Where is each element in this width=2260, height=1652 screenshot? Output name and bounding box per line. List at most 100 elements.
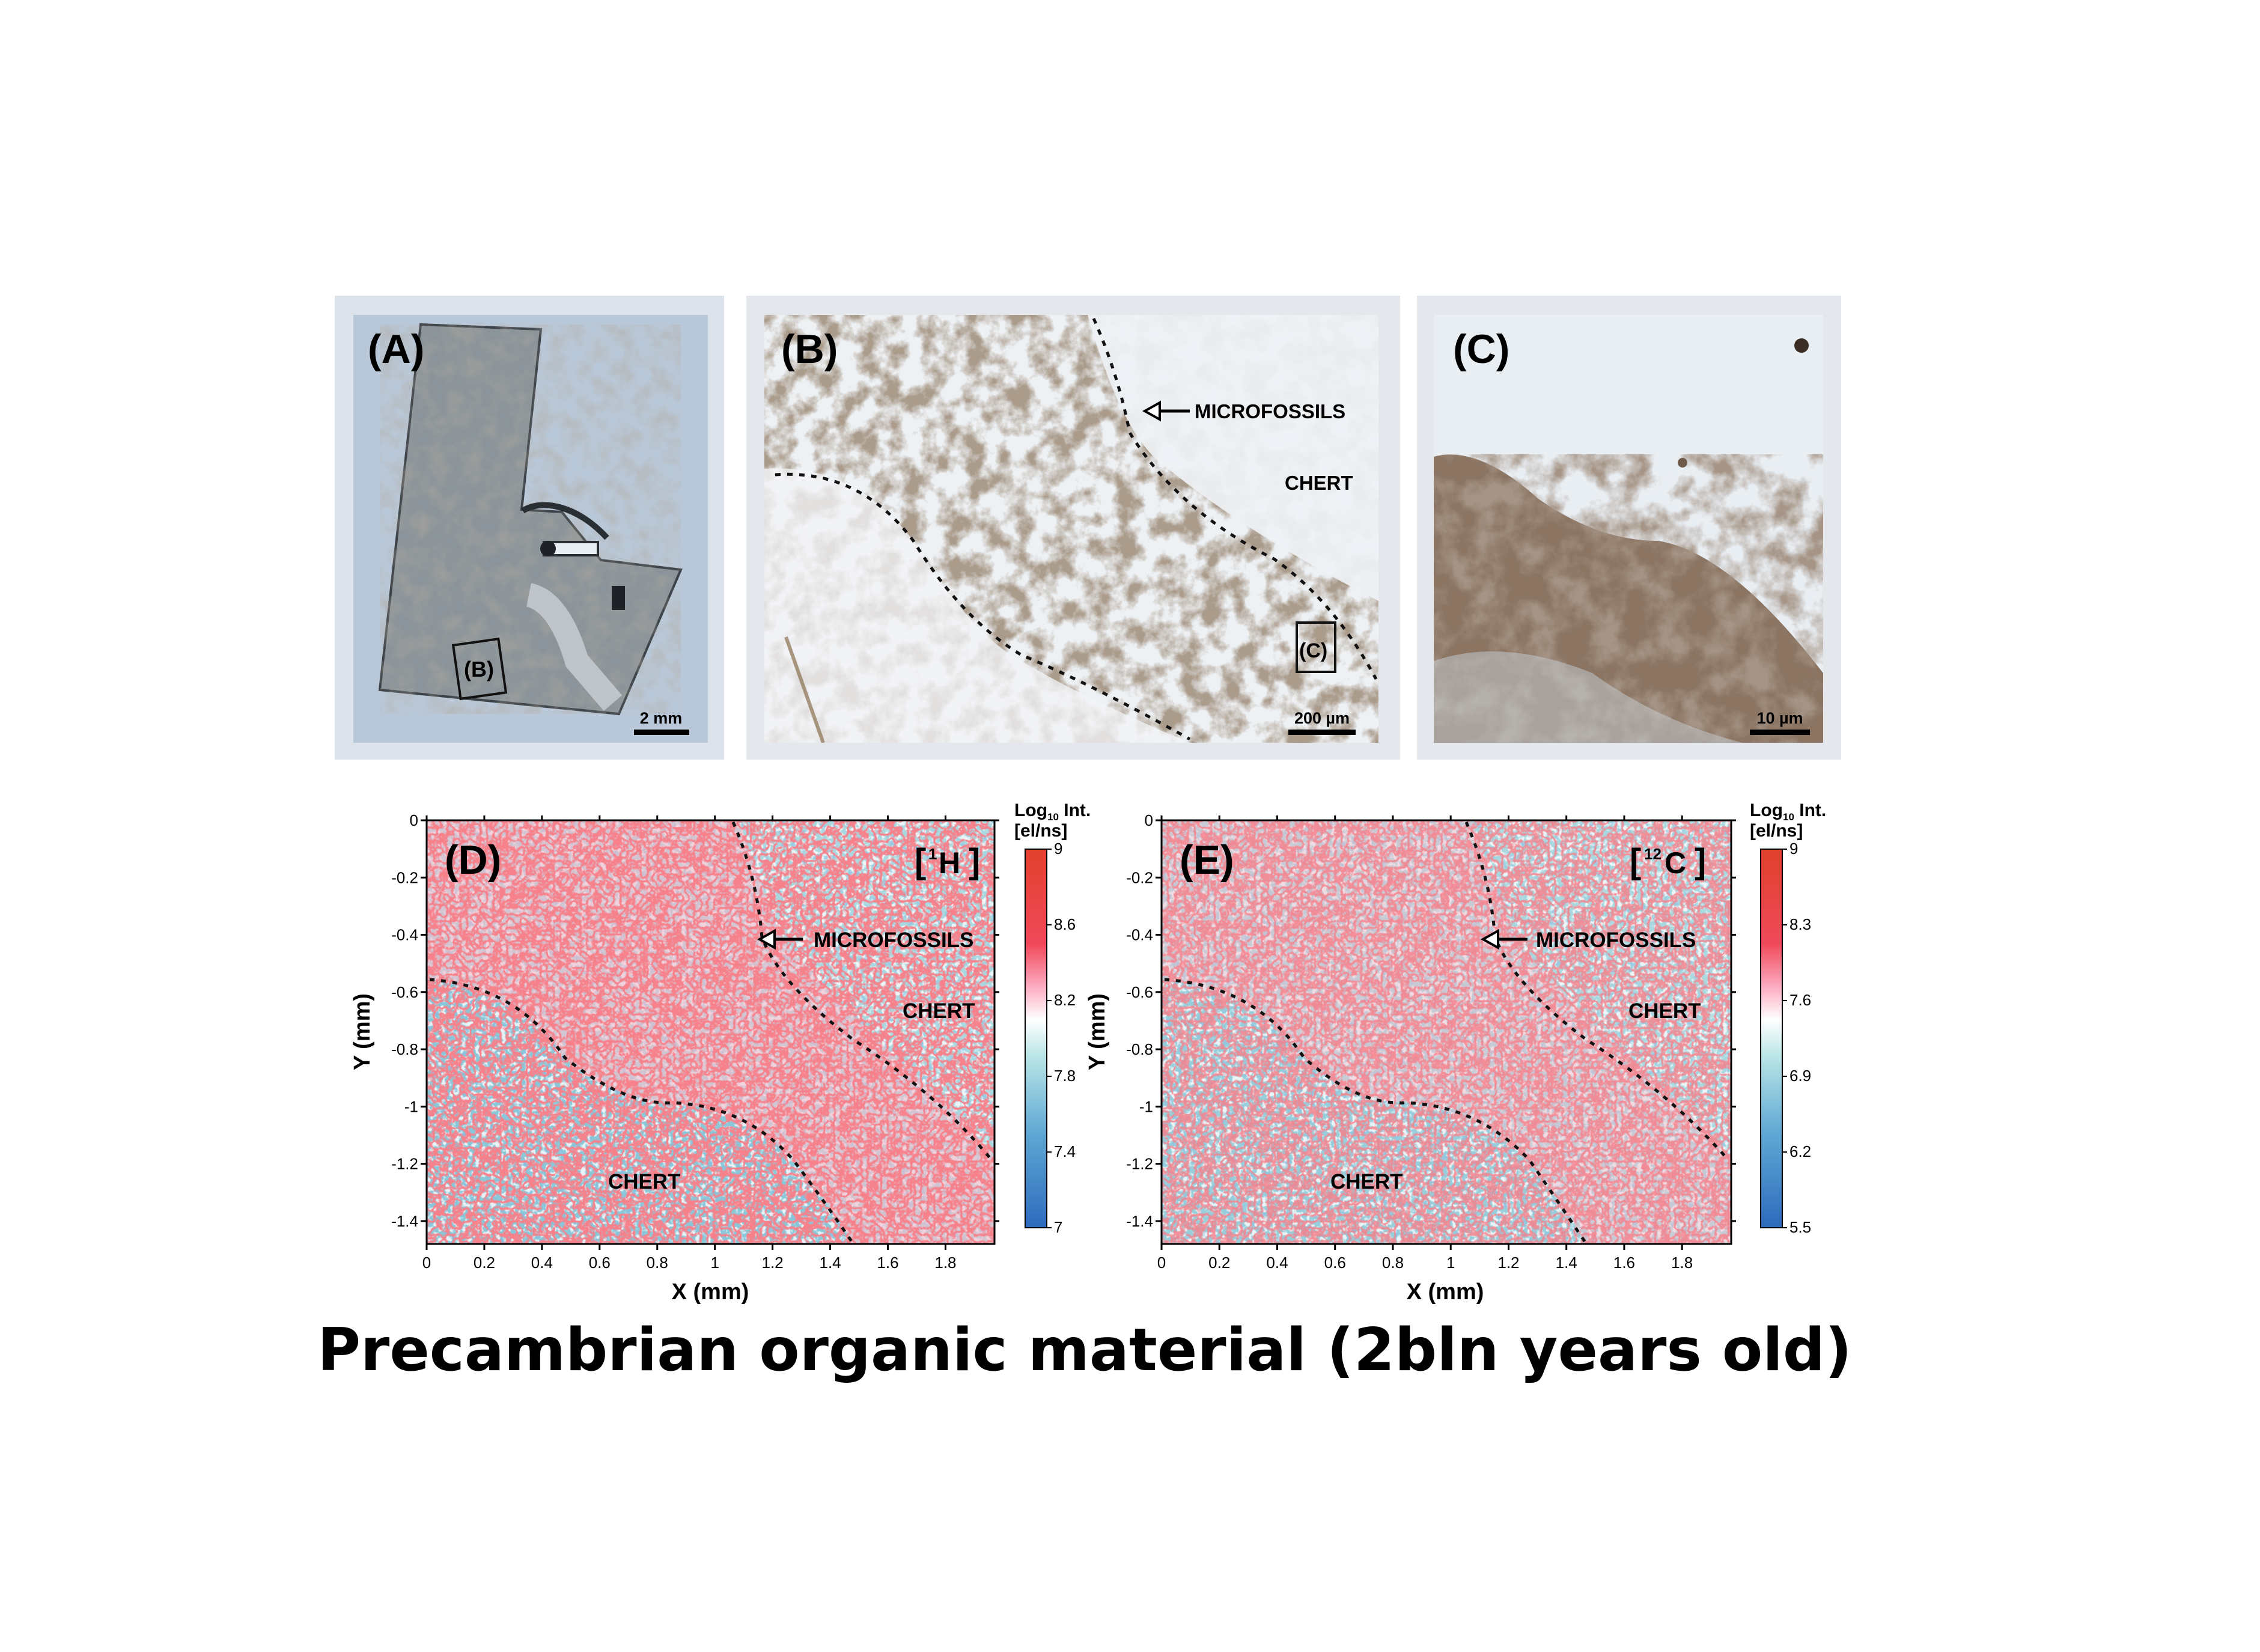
map-e-region-lower: CHERT (1330, 1170, 1403, 1193)
colorbar-e-units: [el/ns] (1750, 821, 1803, 841)
sims-map-e: 0 0.2 0.4 0.6 0.8 1 1.2 1.4 1.6 1.8 0 -0.2 -0.4 -0.6 -… (1085, 800, 1826, 1305)
map-d-ylabel: Y (mm) (350, 993, 375, 1070)
x-tick-label: 1.6 (877, 1254, 898, 1272)
map-e-isotope-bracket-open: [ (1630, 842, 1641, 881)
colorbar-tick-label: 6.9 (1789, 1067, 1811, 1085)
x-tick-label: 1.2 (1497, 1254, 1519, 1272)
scale-bar-c (1750, 730, 1810, 735)
y-tick-label: 0 (410, 811, 418, 829)
scale-bar-a-label: 2 mm (640, 709, 683, 727)
axes-d: 0 0.2 0.4 0.6 0.8 1 1.2 1.4 1.6 1.8 0 -0.2 -0.4 -0.6 -… (391, 811, 999, 1272)
y-tick-label: -0.4 (391, 926, 418, 944)
footer-caption: Precambrian organic material (2bln years… (317, 1316, 1852, 1385)
map-d-region-upper: CHERT (903, 999, 975, 1023)
inset-box-c (1296, 621, 1336, 673)
colorbar-tick-label: 7.4 (1054, 1142, 1076, 1160)
colorbar-tick-label: 9 (1054, 840, 1062, 858)
y-tick-label: -0.8 (391, 1040, 418, 1058)
x-tick-label: 0 (422, 1254, 431, 1272)
y-tick-label: -0.6 (1126, 983, 1153, 1001)
sims-map-d: 0 0.2 0.4 0.6 0.8 1 1.2 1.4 1.6 1.8 0 -0.2 -0.4 -0.6 -… (350, 800, 1091, 1305)
arrow-icon (757, 928, 803, 950)
photo-a-inset-label: (B) (464, 657, 494, 681)
map-e-isotope-symbol: C (1665, 846, 1686, 880)
colorbar-tick-label: 8.6 (1054, 915, 1076, 933)
scale-bar-c-label: 10 µm (1756, 709, 1803, 727)
map-e-isotope-mass: 12 (1644, 845, 1661, 863)
colorbar-d-title: Log10 Int. (1014, 800, 1091, 823)
y-tick-label: -0.2 (1126, 868, 1153, 886)
x-tick-label: 1 (1446, 1254, 1455, 1272)
scale-bar-b-label: 200 µm (1294, 709, 1350, 727)
y-tick-label: -1 (1139, 1097, 1153, 1115)
colorbar-tick-label: 7.6 (1789, 991, 1811, 1009)
colorbar-e-ticks: 9 8.3 7.6 6.9 6.2 5.5 (1782, 840, 1811, 1236)
map-d-isotope-symbol: H (939, 846, 960, 880)
y-tick-label: -0.8 (1126, 1040, 1153, 1058)
boundary-line (775, 472, 1191, 741)
x-tick-label: 0.2 (1208, 1254, 1230, 1272)
colorbar-e (1760, 849, 1783, 1228)
scale-bar-a (634, 730, 689, 735)
x-tick-label: 0.4 (1266, 1254, 1288, 1272)
x-tick-label: 0.6 (1324, 1254, 1346, 1272)
colorbar-tick-label: 9 (1789, 840, 1798, 858)
plot-frame (1160, 819, 1732, 1245)
photo-b-label: (B) (781, 326, 838, 372)
photo-panel-a: (A) (B) 2 mm (335, 296, 724, 760)
scale-bar-b (1288, 730, 1356, 735)
y-tick-label: -0.6 (391, 983, 418, 1001)
colorbar-tick-label: 5.5 (1789, 1218, 1811, 1236)
map-e-ylabel: Y (mm) (1085, 993, 1110, 1070)
photo-b-region-label: CHERT (1285, 472, 1353, 494)
map-e-label: (E) (1180, 837, 1234, 883)
map-d-isotope-bracket-close: ] (969, 842, 980, 881)
photo-a-label: (A) (368, 326, 424, 372)
colorbar-d-units: [el/ns] (1014, 821, 1067, 841)
map-d-region-lower: CHERT (608, 1170, 681, 1193)
map-d-arrow-label: MICROFOSSILS (814, 928, 973, 952)
x-tick-label: 0 (1157, 1254, 1166, 1272)
plot-frame (425, 819, 996, 1245)
photo-b-arrow-label: MICROFOSSILS (1195, 400, 1345, 422)
arrow-icon (1480, 928, 1527, 950)
x-tick-label: 1.8 (1671, 1254, 1693, 1272)
y-tick-label: -0.4 (1126, 926, 1153, 944)
x-tick-label: 1.4 (1556, 1254, 1577, 1272)
map-d-isotope-bracket-open: [ (915, 842, 926, 881)
y-tick-label: -1.4 (1126, 1212, 1153, 1230)
colorbar-d (1025, 849, 1047, 1228)
map-d-isotope-mass: 1 (928, 845, 937, 863)
map-d-xlabel: X (mm) (672, 1279, 749, 1305)
x-tick-label: 1.4 (819, 1254, 841, 1272)
x-tick-label: 0.8 (1382, 1254, 1404, 1272)
arrow-icon (1142, 400, 1190, 422)
colorbar-tick-label: 7 (1054, 1218, 1062, 1236)
map-e-arrow-label: MICROFOSSILS (1536, 928, 1696, 952)
map-e-region-upper: CHERT (1628, 999, 1701, 1023)
photo-c-label: (C) (1453, 326, 1509, 372)
x-tick-label: 1.2 (762, 1254, 784, 1272)
colorbar-d-ticks: 9 8.6 8.2 7.8 7.4 7 (1047, 840, 1076, 1236)
x-tick-label: 1.8 (934, 1254, 956, 1272)
boundary-line (1092, 317, 1378, 680)
x-tick-label: 1.6 (1613, 1254, 1635, 1272)
photo-panel-c: (C) 10 µm (1417, 296, 1841, 760)
x-tick-label: 0.6 (589, 1254, 611, 1272)
y-tick-label: -1 (404, 1097, 418, 1115)
map-e-xlabel: X (mm) (1407, 1279, 1484, 1305)
axes-e: 0 0.2 0.4 0.6 0.8 1 1.2 1.4 1.6 1.8 0 -0.2 -0.4 -0.6 -… (1126, 811, 1736, 1272)
x-tick-label: 0.2 (474, 1254, 495, 1272)
x-tick-label: 0.4 (531, 1254, 553, 1272)
map-d-label: (D) (445, 837, 501, 883)
y-tick-label: -1.2 (1126, 1155, 1153, 1173)
y-tick-label: -1.4 (391, 1212, 418, 1230)
colorbar-tick-label: 8.2 (1054, 991, 1076, 1009)
x-tick-label: 0.8 (647, 1254, 668, 1272)
y-tick-label: -1.2 (391, 1155, 418, 1173)
colorbar-tick-label: 8.3 (1789, 915, 1811, 933)
photo-panel-b: (B) MICROFOSSILS CHERT (C) 200 µm (746, 296, 1400, 760)
map-e-isotope-bracket-close: ] (1695, 842, 1706, 881)
photo-b-inset-label: (C) (1299, 639, 1327, 662)
colorbar-tick-label: 7.8 (1054, 1067, 1076, 1085)
